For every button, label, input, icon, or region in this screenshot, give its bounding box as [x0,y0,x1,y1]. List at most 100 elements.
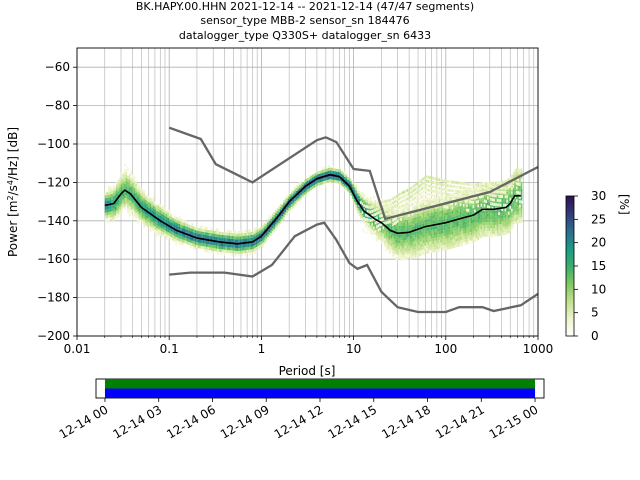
pdf-cell [411,215,414,219]
pdf-cell [116,213,118,217]
pdf-cell [514,198,516,201]
pdf-cell-secondary [461,181,463,185]
pdf-cell [204,226,206,230]
pdf-cell [104,218,107,222]
pdf-cell [393,239,396,242]
pdf-cell [204,243,206,247]
pdf-cell [120,189,123,193]
pdf-cell-secondary [458,190,460,193]
pdf-cell [230,250,232,254]
pdf-cell-secondary [475,200,478,204]
pdf-cell [475,238,478,241]
pdf-cell [424,216,426,220]
pdf-cell [499,209,502,213]
pdf-cell-secondary [464,182,467,186]
pdf-cell [267,233,269,237]
pdf-cell [424,239,426,243]
pdf-cell [495,181,497,185]
pdf-cell [226,247,229,250]
pdf-cell-secondary [480,203,483,207]
pdf-cell [159,227,161,231]
pdf-cell [418,222,420,225]
pdf-cell [214,248,216,252]
pdf-cell-secondary [369,219,372,222]
pdf-cell [418,233,420,237]
pdf-cell [390,237,393,241]
pdf-cell [321,167,324,170]
pdf-cell [464,227,467,231]
pdf-cell [196,233,198,237]
pdf-cell [154,218,157,222]
pdf-cell [178,221,181,224]
pdf-cell [405,239,407,243]
pdf-cell [462,210,465,214]
pdf-cell [461,222,463,226]
pdf-cell [185,223,187,227]
pdf-cell [109,208,112,212]
pdf-cell [442,219,444,222]
pdf-cell [493,216,495,220]
pdf-cell-secondary [371,209,373,213]
pdf-cell [358,190,361,194]
pdf-cell [504,223,507,227]
pdf-cell [177,237,179,241]
pdf-cell [485,222,487,226]
pdf-cell [133,199,136,203]
pdf-cell [397,240,399,244]
pdf-cell [438,228,441,232]
pdf-cell [487,213,489,217]
colorbar-gradient [565,195,575,337]
pdf-cell [138,216,141,220]
pdf-cell [180,239,182,242]
pdf-cell [194,230,197,233]
pdf-cell [495,204,497,208]
pdf-cell [165,211,168,214]
x-tick-label: 100 [434,342,457,356]
pdf-cell [496,181,499,185]
pdf-cell [135,204,137,207]
pdf-cell [430,206,433,210]
pdf-cell [106,192,108,195]
pdf-cell [401,257,404,261]
pdf-cell-secondary [389,207,391,211]
pdf-cell-secondary [443,188,446,191]
pdf-cell [454,210,457,213]
grid [76,48,538,337]
pdf-cell [136,194,139,198]
pdf-cell [373,201,375,205]
pdf-cell [421,232,423,236]
pdf-cell [475,223,478,227]
pdf-cell [495,213,497,217]
pdf-cell [427,204,430,208]
pdf-cell [122,173,124,177]
pdf-cell [247,235,250,239]
pdf-cell [509,214,512,218]
pdf-cell [196,242,198,246]
mode-line [104,173,521,245]
pdf-cell [128,211,131,215]
pdf-cell [520,217,523,221]
pdf-cell [442,210,444,214]
pdf-cell [207,235,210,239]
pdf-cell-secondary [485,187,487,191]
pdf-cell [164,213,166,216]
pdf-cell [511,212,513,215]
pdf-cell-secondary [443,179,446,183]
pdf-cell [157,206,160,209]
pdf-cell [395,228,398,231]
pdf-cell [400,251,402,255]
pdf-cell [490,210,492,214]
pdf-cell [477,214,479,217]
pdf-cell [250,246,253,250]
pdf-cell [422,252,425,255]
pdf-cell-secondary [464,195,467,199]
pdf-cell [400,234,402,238]
pdf-cell-secondary [422,181,425,185]
pdf-cell [117,202,120,206]
pdf-cell [111,205,113,209]
pdf-cell [315,175,317,179]
pdf-cell [435,217,438,221]
pdf-cell [286,198,288,202]
pdf-cell [459,214,462,218]
pdf-cell [496,227,499,231]
